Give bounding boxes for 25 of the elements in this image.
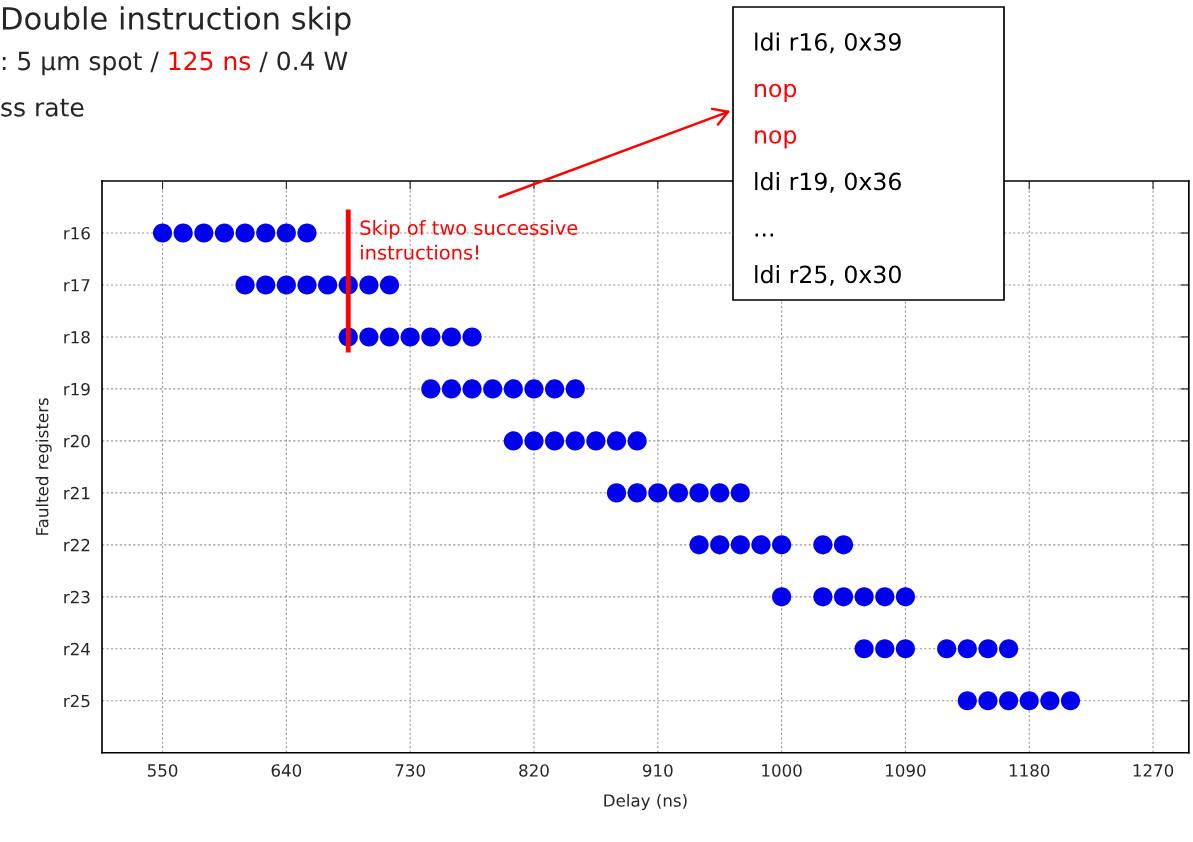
y-tick-label: r20 <box>64 434 90 448</box>
y-tick-label: r18 <box>64 330 90 344</box>
x-tick-label: 1180 <box>1009 764 1050 777</box>
y-tick-label: r19 <box>64 382 90 396</box>
x-tick-label: 910 <box>642 764 673 777</box>
y-tick-label: r24 <box>64 642 90 656</box>
x-axis-title: Delay (ns) <box>604 793 687 811</box>
y-tick-label: r23 <box>64 590 90 604</box>
x-tick-label: 1270 <box>1133 764 1174 777</box>
text: : 5 µm spot / 125 ns / 0.4 W ss rate <box>1 51 348 117</box>
y-tick-label: r16 <box>64 226 90 240</box>
x-tick-label: 730 <box>395 764 425 777</box>
annotation: Skip of two successive instructions! <box>360 220 578 260</box>
chart-title: Double instruction skip <box>3 6 351 36</box>
y-tick-label: r22 <box>64 538 90 552</box>
x-tick-label: 550 <box>147 764 178 777</box>
x-tick-label: 1000 <box>762 764 802 777</box>
x-tick-label: 640 <box>271 764 302 777</box>
y-tick-label: r17 <box>64 279 90 292</box>
y-tick-label: r21 <box>64 486 90 500</box>
text: ldi r16, 0x39 nop nop ldi r19, 0x36 ... ldi r25, 0x30 <box>755 32 901 286</box>
x-tick-label: 1090 <box>886 764 926 777</box>
y-axis-title: Faulted registers <box>35 398 52 535</box>
y-tick-label: r25 <box>64 694 90 708</box>
x-tick-label: 820 <box>519 764 549 777</box>
